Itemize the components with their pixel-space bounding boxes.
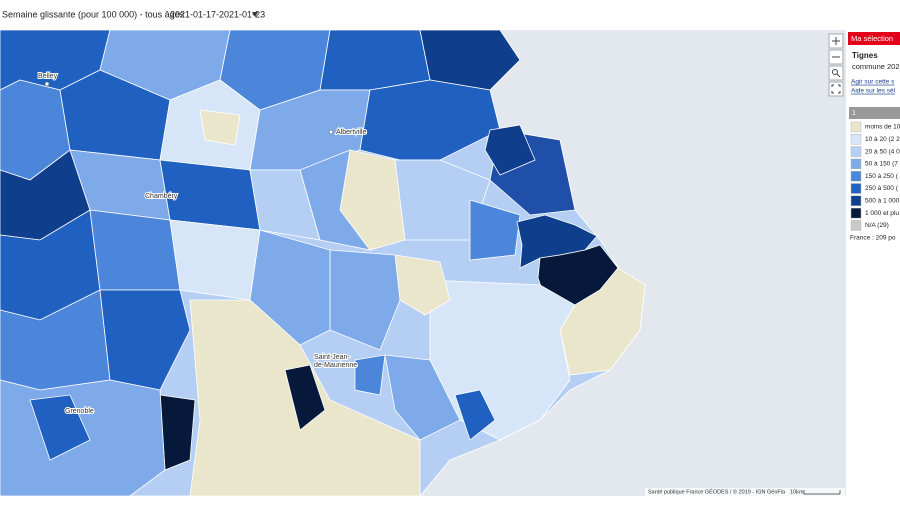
legend-label: moins de 10 bbox=[865, 124, 900, 131]
scale-label: 10km bbox=[790, 489, 804, 495]
area bbox=[419, 29, 521, 91]
legend-swatch bbox=[850, 220, 862, 231]
scale-bar bbox=[803, 490, 841, 495]
legend-swatch bbox=[850, 207, 862, 219]
map[interactable]: Belley Albertville Chambéry Saint-Jean- … bbox=[0, 29, 846, 497]
area bbox=[169, 219, 261, 301]
link[interactable]: Aide sur les sél bbox=[851, 88, 896, 95]
legend-swatch bbox=[850, 134, 862, 145]
area bbox=[454, 389, 496, 441]
fullscreen-button[interactable] bbox=[828, 81, 844, 97]
place-label: Saint-Jean- bbox=[314, 354, 350, 361]
fullscreen-icon bbox=[831, 84, 841, 94]
legend-swatch bbox=[850, 121, 862, 133]
legend-swatch bbox=[850, 195, 862, 207]
area bbox=[319, 29, 431, 91]
zoom-controls bbox=[828, 33, 844, 97]
side-panel: Ma sélection Tignes commune 202 Agir sur… bbox=[846, 30, 900, 496]
search-icon bbox=[832, 69, 838, 75]
legend-title: 1 bbox=[852, 110, 856, 117]
area bbox=[484, 124, 536, 176]
attribution-bg bbox=[645, 488, 845, 496]
legend-label: N/A (29) bbox=[865, 222, 889, 229]
legend-swatch bbox=[850, 158, 862, 170]
dropdown-arrow[interactable] bbox=[252, 12, 258, 17]
legend-swatch bbox=[850, 170, 862, 182]
attribution: Santé publique France GÉODES / © 2019 - … bbox=[648, 488, 786, 495]
area bbox=[284, 364, 326, 431]
place-label: Belley bbox=[38, 73, 58, 80]
legend-label: 150 à 250 ( bbox=[865, 173, 899, 180]
legend-label: 500 à 1 000 bbox=[865, 198, 900, 205]
place-label: de-Maurienne bbox=[314, 362, 357, 369]
area bbox=[89, 209, 181, 291]
area bbox=[249, 229, 331, 346]
area bbox=[469, 199, 521, 261]
town-marker bbox=[44, 81, 50, 87]
search-icon bbox=[836, 73, 841, 78]
legend-label: 50 à 150 (7 bbox=[865, 161, 898, 168]
panel-bg bbox=[846, 30, 900, 496]
area bbox=[354, 354, 386, 396]
area bbox=[159, 394, 196, 471]
header-title: Semaine glissante (pour 100 000) - tous … bbox=[2, 9, 185, 19]
area bbox=[299, 149, 371, 251]
area bbox=[384, 354, 461, 441]
header-period[interactable]: 2021-01-17-2021-01-23 bbox=[170, 9, 265, 19]
area bbox=[199, 109, 241, 146]
plus-icon bbox=[832, 37, 840, 45]
town-marker bbox=[328, 129, 334, 135]
legend-swatch bbox=[850, 183, 862, 194]
legend-label: 250 à 500 ( bbox=[865, 185, 899, 192]
selection-type: commune 202 bbox=[852, 62, 900, 71]
legend-label: 1 000 et plu bbox=[865, 210, 899, 217]
area bbox=[99, 289, 191, 391]
search-button[interactable] bbox=[828, 65, 844, 81]
selection-button-label: Ma sélection bbox=[851, 34, 893, 43]
selection-button[interactable] bbox=[848, 32, 900, 45]
legend-note: France : 209 po bbox=[850, 234, 896, 241]
selection-name: Tignes bbox=[852, 51, 878, 60]
place-label: Grenoble bbox=[65, 408, 94, 415]
legend-header bbox=[849, 107, 900, 119]
legend-label: 10 à 20 (2 2 bbox=[865, 136, 900, 143]
area bbox=[29, 394, 91, 461]
place-label: Albertville bbox=[336, 129, 366, 136]
area bbox=[359, 79, 501, 161]
legend-label: 20 à 50 (4 0 bbox=[865, 148, 900, 155]
link[interactable]: Agir sur cette s bbox=[851, 79, 895, 86]
legend-swatch bbox=[850, 146, 862, 157]
place-label: Chambéry bbox=[145, 193, 178, 200]
